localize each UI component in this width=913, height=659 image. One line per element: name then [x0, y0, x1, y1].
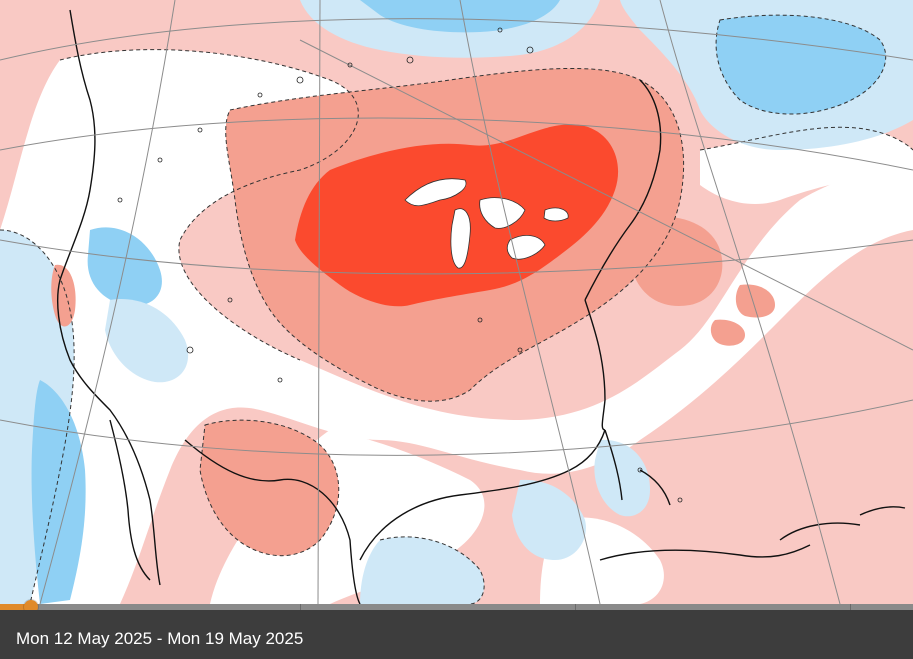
timeline-tick	[850, 604, 851, 610]
date-range-label: Mon 12 May 2025 - Mon 19 May 2025	[16, 629, 304, 648]
cool-regions	[0, 0, 913, 604]
timeline-tick	[300, 604, 301, 610]
footer-bar: Mon 12 May 2025 - Mon 19 May 2025	[0, 610, 913, 659]
scattered-contours	[117, 27, 683, 503]
timeline-progress	[0, 604, 31, 610]
great-lakes	[404, 178, 569, 269]
graticule	[0, 0, 913, 604]
timeline-tick	[575, 604, 576, 610]
anomaly-map	[0, 0, 913, 604]
coastlines	[56, 9, 906, 604]
anomaly-map-canvas	[0, 0, 913, 604]
